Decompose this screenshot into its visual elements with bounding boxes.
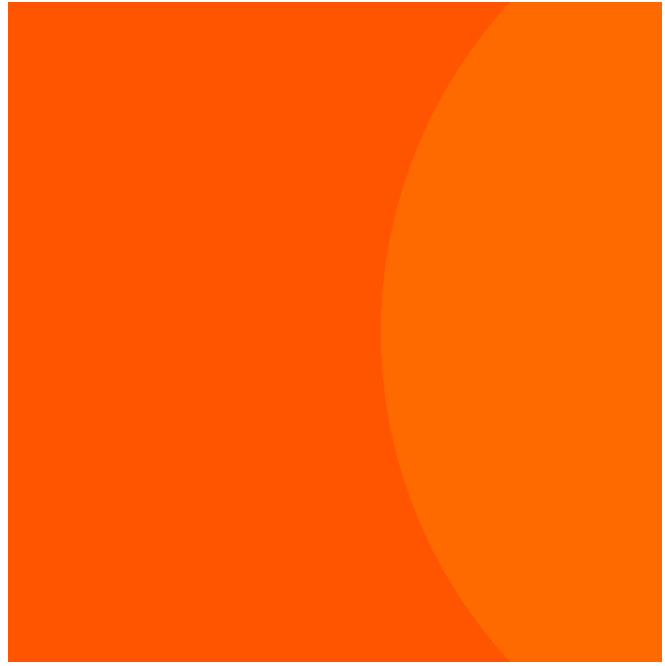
mandelbrot-fractal-image bbox=[8, 2, 662, 662]
